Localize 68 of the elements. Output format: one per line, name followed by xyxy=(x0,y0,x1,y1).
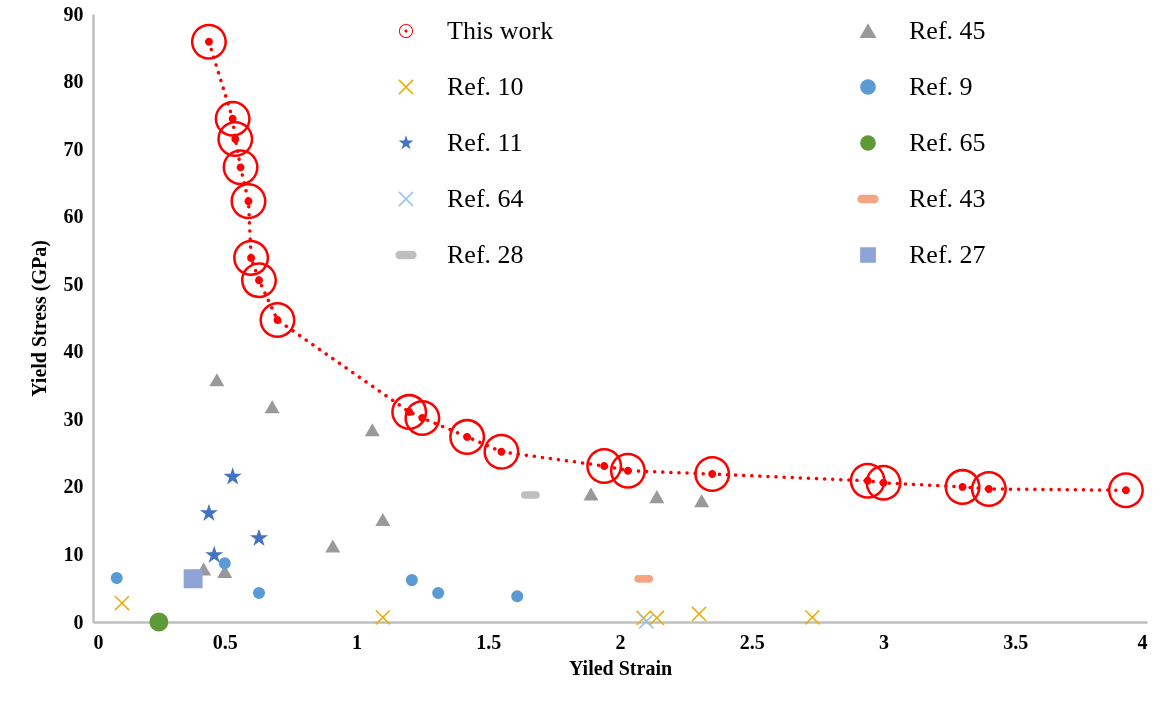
point xyxy=(694,456,731,493)
y-tick-label: 60 xyxy=(63,205,84,228)
x-tick-label: 3 xyxy=(879,630,889,653)
y-axis-title: Yield Stress (GPa) xyxy=(27,240,51,397)
x-tick-label: 1 xyxy=(352,630,362,653)
x-axis-title: Yiled Strain xyxy=(568,656,673,679)
point xyxy=(230,183,267,220)
point xyxy=(183,569,203,589)
legend-label: This work xyxy=(447,16,554,45)
point xyxy=(804,609,821,626)
point xyxy=(483,433,520,470)
point xyxy=(240,262,278,299)
point xyxy=(1107,472,1144,509)
point xyxy=(584,488,598,501)
legend-label: Ref. 65 xyxy=(909,128,986,157)
x-tick-label: 2 xyxy=(615,630,626,653)
x-tick-label: 0 xyxy=(93,630,104,653)
legend-label: Ref. 45 xyxy=(909,16,986,45)
point xyxy=(149,612,169,632)
point xyxy=(249,528,269,546)
point xyxy=(265,401,280,414)
y-tick-label: 50 xyxy=(63,272,84,295)
point xyxy=(865,464,902,501)
point xyxy=(649,490,664,504)
point xyxy=(223,467,242,485)
point xyxy=(365,424,380,437)
point xyxy=(405,574,418,587)
point xyxy=(325,540,340,553)
point xyxy=(694,494,709,508)
point xyxy=(110,572,123,585)
y-tick-label: 80 xyxy=(63,70,84,93)
y-tick-label: 10 xyxy=(63,542,84,565)
point xyxy=(114,595,130,611)
point xyxy=(222,149,259,186)
point xyxy=(218,557,231,570)
legend-label: Ref. 28 xyxy=(447,240,524,269)
x-tick-label: 4 xyxy=(1137,630,1148,653)
point xyxy=(511,590,524,603)
legend-label: Ref. 10 xyxy=(447,72,524,101)
point xyxy=(205,545,224,563)
x-tick-label: 2.5 xyxy=(739,630,765,653)
legend-label: Ref. 27 xyxy=(909,240,986,269)
legend-label: Ref. 11 xyxy=(447,128,523,157)
point xyxy=(449,418,486,455)
y-tick-label: 30 xyxy=(63,407,84,430)
point xyxy=(404,399,441,437)
x-tick-label: 0.5 xyxy=(212,630,238,653)
y-tick-label: 40 xyxy=(63,340,84,363)
point xyxy=(432,586,445,599)
point xyxy=(970,470,1007,507)
legend-label: Ref. 9 xyxy=(909,72,973,101)
y-tick-label: 70 xyxy=(63,137,84,160)
point xyxy=(190,23,227,60)
point xyxy=(374,609,391,626)
legend-label: Ref. 43 xyxy=(909,184,986,213)
point xyxy=(609,452,646,489)
point xyxy=(691,606,707,622)
point xyxy=(209,374,224,387)
point xyxy=(199,503,218,521)
y-tick-label: 90 xyxy=(63,2,84,25)
x-tick-label: 3.5 xyxy=(1003,630,1029,653)
point xyxy=(375,513,390,527)
point xyxy=(259,302,296,339)
x-tick-label: 1.5 xyxy=(476,630,502,653)
point xyxy=(252,586,266,599)
y-tick-label: 0 xyxy=(73,610,84,633)
legend-label: Ref. 64 xyxy=(447,184,524,213)
y-tick-label: 20 xyxy=(63,475,84,498)
